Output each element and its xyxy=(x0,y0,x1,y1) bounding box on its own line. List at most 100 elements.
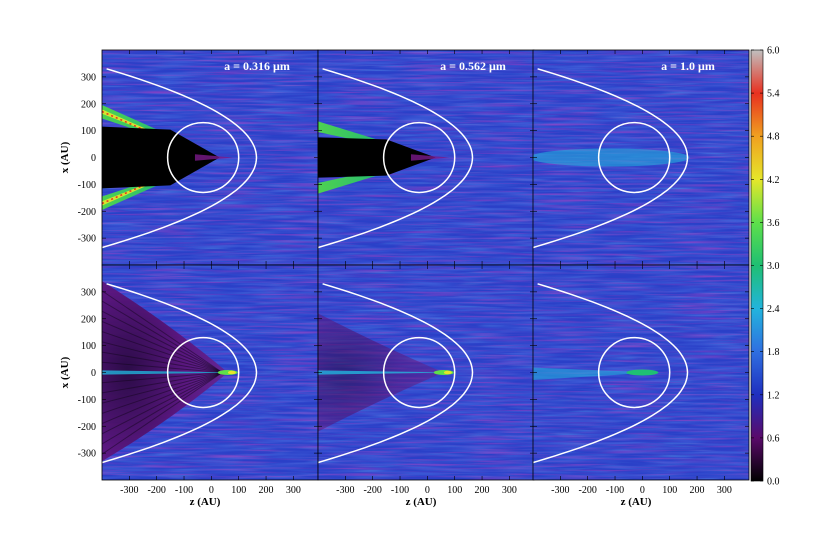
wedge-tip xyxy=(410,154,450,161)
x-tick-label: 200 xyxy=(475,485,490,496)
y-tick-label: 300 xyxy=(81,287,96,298)
y-tick-label: 100 xyxy=(81,341,96,352)
x-axis-label: z (AU) xyxy=(406,496,437,508)
y-tick-label: 200 xyxy=(81,99,96,110)
panel-0-0: a = 0.316 μm xyxy=(101,49,319,266)
x-tick-label: 0 xyxy=(640,485,645,496)
central-jet xyxy=(102,370,238,375)
upper-wing-core xyxy=(102,109,190,149)
faint-jet xyxy=(533,367,654,381)
cavity-ray xyxy=(102,331,223,373)
panel-title: a = 0.562 μm xyxy=(440,59,506,73)
x-tick-label: -200 xyxy=(148,485,166,496)
outer-boundary-curve xyxy=(102,283,258,464)
upper-wing xyxy=(318,121,436,158)
panel-title: a = 1.0 μm xyxy=(661,59,715,73)
cavity-ray xyxy=(102,310,223,373)
y-tick-label: 0 xyxy=(91,368,96,379)
axes-group: 300 200 100 0 -100 -200 -300 x (AU) 300 200 100 0 -1… xyxy=(59,72,732,508)
panel-0-2: a = 1.0 μm xyxy=(532,49,750,266)
x-tick-label: 300 xyxy=(286,485,301,496)
cavity-region xyxy=(102,281,228,462)
shadow-wedge xyxy=(318,137,436,178)
cavity-ray xyxy=(102,372,223,384)
cavity-ray xyxy=(102,372,223,435)
colorbar-tick-label: 0.6 xyxy=(767,433,780,444)
y-axis-label: x (AU) xyxy=(59,356,71,388)
colorbar-tick-label: 5.4 xyxy=(767,89,780,100)
colorbar-tick-label: 6.0 xyxy=(767,46,780,57)
cavity-ray xyxy=(102,341,223,373)
inner-circle xyxy=(166,121,240,194)
panels-group: a = 0.316 μm a = 0.562 μm a = 1.0 μm xyxy=(101,49,750,481)
y-tick-label: -100 xyxy=(78,395,96,406)
cavity-ray xyxy=(102,372,223,445)
faint-jet xyxy=(533,148,690,167)
panel-title: a = 0.316 μm xyxy=(224,59,290,73)
cavity-ray xyxy=(102,351,223,373)
inner-circle xyxy=(382,336,456,409)
x-tick-label: -100 xyxy=(391,485,409,496)
x-tick-label: -100 xyxy=(175,485,193,496)
outer-boundary-curve xyxy=(533,68,689,249)
central-hotspot xyxy=(626,369,659,376)
y-tick-label: 0 xyxy=(91,153,96,164)
colorbar-tick-label: 3.0 xyxy=(767,261,780,272)
outer-boundary-curve xyxy=(318,68,474,249)
colorbar-tick-label: 4.2 xyxy=(767,175,780,186)
inner-circle xyxy=(597,336,671,409)
y-tick-label: -100 xyxy=(78,180,96,191)
x-tick-label: 200 xyxy=(259,485,274,496)
cavity-ray xyxy=(102,372,223,414)
panel-1-0 xyxy=(101,264,319,481)
panel-1-2 xyxy=(532,264,750,481)
y-tick-label: -300 xyxy=(78,234,96,245)
outer-boundary-curve xyxy=(533,283,689,464)
x-tick-label: 0 xyxy=(425,485,430,496)
inner-circle xyxy=(166,336,240,409)
x-tick-label: -300 xyxy=(120,485,138,496)
y-tick-label: -200 xyxy=(78,207,96,218)
cavity-ray xyxy=(102,290,223,373)
x-tick-label: 0 xyxy=(209,485,214,496)
colorbar-tick-label: 0.0 xyxy=(767,477,780,488)
x-tick-label: 100 xyxy=(662,485,677,496)
colorbar: 6.0 5.4 4.8 4.2 3.6 3.0 2.4 1.8 1.2 0.6 0.0 xyxy=(750,46,780,488)
x-tick-label: -200 xyxy=(579,485,597,496)
y-tick-label: 300 xyxy=(81,72,96,83)
y-tick-label: 200 xyxy=(81,314,96,325)
x-axis-label: z (AU) xyxy=(621,496,652,508)
outer-boundary-curve xyxy=(102,68,258,249)
y-tick-label: -300 xyxy=(78,449,96,460)
x-tick-label: 100 xyxy=(231,485,246,496)
y-tick-label: 100 xyxy=(81,126,96,137)
colorbar-tick-label: 1.2 xyxy=(767,390,780,401)
x-tick-label: -100 xyxy=(606,485,624,496)
y-axis-label: x (AU) xyxy=(59,141,71,173)
cavity-ray xyxy=(102,372,223,425)
panel-0-1: a = 0.562 μm xyxy=(317,49,535,266)
central-jet xyxy=(318,370,454,375)
cavity-ray xyxy=(102,300,223,373)
y-tick-label: -200 xyxy=(78,422,96,433)
x-tick-label: -300 xyxy=(336,485,354,496)
colorbar-tick-label: 4.8 xyxy=(767,132,780,143)
central-core xyxy=(227,370,236,375)
x-tick-label: 100 xyxy=(447,485,462,496)
colorbar-tick-label: 1.8 xyxy=(767,347,780,358)
cavity-ray xyxy=(102,372,223,394)
panel-1-1 xyxy=(317,264,535,481)
shadow-wedge xyxy=(102,126,220,189)
cavity-ray xyxy=(102,372,223,404)
colorbar-tick-label: 2.4 xyxy=(767,304,780,315)
x-tick-label: 300 xyxy=(717,485,732,496)
outer-boundary-curve xyxy=(318,283,474,464)
x-tick-label: 300 xyxy=(502,485,517,496)
lower-wing xyxy=(318,157,436,194)
cavity-ray xyxy=(102,361,223,373)
x-tick-label: -300 xyxy=(551,485,569,496)
x-tick-label: -200 xyxy=(364,485,382,496)
inner-circle xyxy=(382,121,456,194)
colorbar-tick-label: 3.6 xyxy=(767,218,780,229)
